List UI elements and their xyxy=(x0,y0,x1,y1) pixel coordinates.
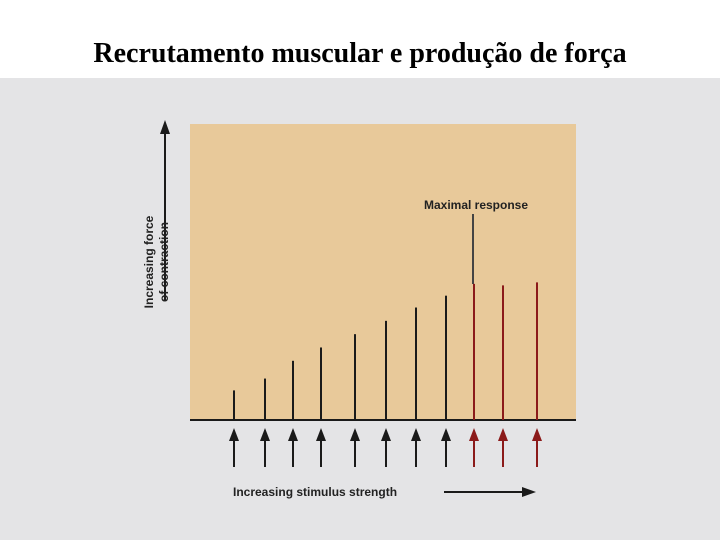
force-bars xyxy=(233,282,538,420)
stimulus-arrow-3 xyxy=(288,428,298,467)
stimulus-arrow-11 xyxy=(532,428,542,467)
stimulus-arrow-2 xyxy=(260,428,270,467)
plot-area xyxy=(190,124,576,420)
x-axis-label: Increasing stimulus strength xyxy=(233,485,397,499)
y-axis-arrowhead xyxy=(160,120,170,134)
slide-title: Recrutamento muscular e produção de forç… xyxy=(93,38,627,69)
stimulus-arrow-4 xyxy=(316,428,326,467)
stimulus-arrow-9 xyxy=(469,428,479,467)
stimulus-arrow-1 xyxy=(229,428,239,467)
stimulus-arrow-10 xyxy=(498,428,508,467)
y-axis-label-line1: Increasing force xyxy=(142,215,156,308)
stimulus-arrow-5 xyxy=(350,428,360,467)
stimulus-arrow-8 xyxy=(441,428,451,467)
maximal-response-label: Maximal response xyxy=(424,198,528,212)
x-axis-label-arrowhead xyxy=(522,487,536,497)
stimulus-arrow-7 xyxy=(411,428,421,467)
stimulus-arrows xyxy=(229,428,542,467)
y-axis-label-line2: of contraction xyxy=(157,222,171,302)
stimulus-arrow-6 xyxy=(381,428,391,467)
